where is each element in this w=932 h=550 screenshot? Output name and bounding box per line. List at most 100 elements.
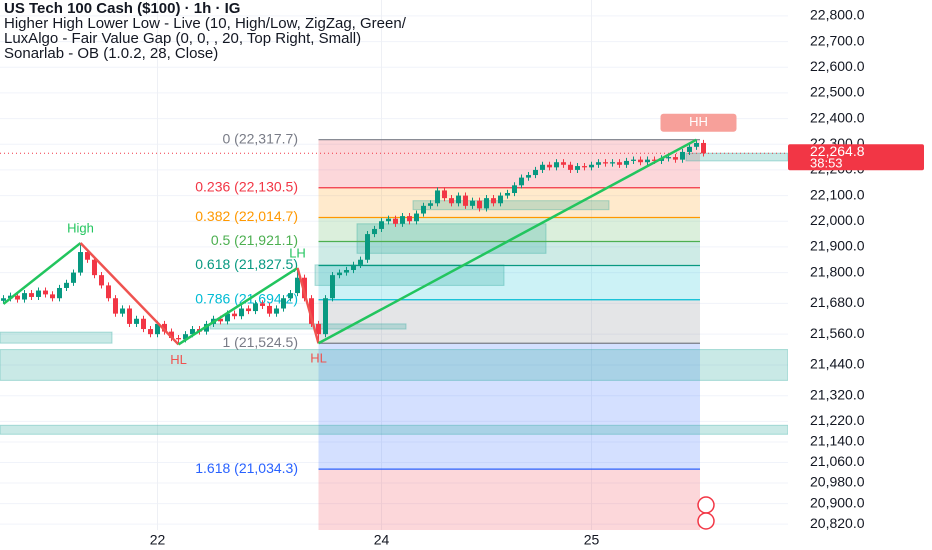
- candle-body: [78, 252, 83, 273]
- y-tick-label: 22,100.0: [810, 186, 865, 202]
- candle-body: [29, 293, 34, 297]
- fib-extension: [318, 469, 700, 530]
- candle-body: [519, 177, 524, 186]
- candle-body: [512, 185, 517, 194]
- candle-body: [120, 308, 125, 314]
- candle-body: [43, 290, 48, 295]
- price-tag: [788, 144, 924, 171]
- candle-body: [316, 323, 321, 335]
- candle-body: [645, 159, 650, 163]
- candle-body: [92, 259, 97, 276]
- candle-body: [407, 216, 412, 222]
- candle-body: [694, 142, 699, 147]
- candle-body: [400, 216, 405, 224]
- order-block: [209, 323, 407, 330]
- candle-body: [162, 323, 167, 332]
- candle-body: [302, 277, 307, 299]
- fib-label: 1.618 (21,034.3): [195, 460, 298, 476]
- candle-body: [547, 164, 552, 168]
- zigzag-segment: [296, 267, 320, 344]
- y-tick-label: 21,900.0: [810, 238, 865, 254]
- y-tick-label: 22,700.0: [810, 32, 865, 48]
- y-tick-label: 21,060.0: [810, 453, 865, 469]
- candle-body: [456, 195, 461, 204]
- legend-line: LuxAlgo - Fair Value Gap (0, 0, , 20, To…: [4, 30, 361, 47]
- y-tick-label: 21,680.0: [810, 294, 865, 310]
- candle-body: [680, 151, 685, 160]
- y-tick-label: 21,220.0: [810, 412, 865, 428]
- candle-body: [365, 234, 370, 260]
- order-block: [356, 223, 547, 254]
- candle-body: [183, 334, 188, 340]
- order-block: [412, 200, 610, 211]
- pivot-label: HH: [689, 114, 708, 129]
- candle-body: [533, 169, 538, 176]
- candle-body: [449, 198, 454, 204]
- x-tick-label: 25: [584, 532, 600, 548]
- candle-body: [176, 338, 181, 340]
- fib-label: 0.382 (22,014.7): [195, 208, 298, 224]
- candle-body: [498, 195, 503, 204]
- candle-body: [631, 159, 636, 161]
- candle-body: [267, 305, 272, 314]
- candle-body: [477, 200, 482, 209]
- candle-body: [57, 287, 62, 299]
- candle-body: [372, 228, 377, 235]
- order-block: [0, 349, 789, 381]
- candle-body: [575, 166, 580, 170]
- candle-body: [253, 303, 258, 312]
- candle-body: [652, 159, 657, 161]
- candle-body: [673, 157, 678, 160]
- candle-body: [281, 298, 286, 309]
- candle-body: [505, 193, 510, 196]
- order-block: [0, 331, 113, 344]
- candle-body: [428, 203, 433, 206]
- candle-body: [701, 142, 706, 154]
- candle-body: [274, 308, 279, 314]
- candle-body: [71, 272, 76, 283]
- fib-zone: [318, 343, 700, 470]
- fib-zone: [318, 139, 700, 188]
- chart-title: US Tech 100 Cash ($100) · 1h · IG: [4, 0, 240, 17]
- pivot-label: High: [67, 220, 94, 235]
- candle-body: [148, 329, 153, 335]
- candle-body: [638, 159, 643, 163]
- candle-body: [540, 164, 545, 170]
- fib-label: 0.786 (21,694.2): [195, 290, 298, 306]
- candle-body: [106, 285, 111, 299]
- y-tick-label: 21,440.0: [810, 356, 865, 372]
- candle-body: [596, 162, 601, 165]
- fib-zone: [318, 241, 700, 266]
- y-tick-label: 20,900.0: [810, 494, 865, 510]
- y-tick-label: 22,500.0: [810, 84, 865, 100]
- icon: [697, 496, 715, 514]
- zigzag-segment: [317, 138, 698, 345]
- candle-body: [99, 275, 104, 286]
- candle-body: [484, 198, 489, 209]
- fib-label: 0.5 (21,921.1): [211, 232, 298, 248]
- candle-body: [554, 162, 559, 168]
- y-tick-label: 22,400.0: [810, 109, 865, 125]
- candle-body: [288, 293, 293, 299]
- fib-zone: [318, 187, 700, 218]
- candle-body: [155, 323, 160, 335]
- y-tick-label: 22,600.0: [810, 58, 865, 74]
- candle-body: [561, 162, 566, 165]
- icon: [697, 512, 715, 530]
- candle-body: [190, 329, 195, 335]
- candle-body: [351, 264, 356, 271]
- y-tick-label: 21,560.0: [810, 325, 865, 341]
- candle-body: [435, 190, 440, 204]
- candle-body: [344, 270, 349, 273]
- order-block: [314, 264, 505, 286]
- pivot-label: LH: [289, 245, 306, 260]
- candle-body: [386, 218, 391, 222]
- x-tick-label: 24: [374, 532, 390, 548]
- y-tick-label: 22,800.0: [810, 7, 865, 23]
- candle-body: [393, 218, 398, 224]
- candle-body: [50, 294, 55, 299]
- y-tick-label: 21,140.0: [810, 433, 865, 449]
- order-block: [685, 152, 789, 162]
- candle-body: [491, 198, 496, 204]
- y-tick-label: 21,320.0: [810, 386, 865, 402]
